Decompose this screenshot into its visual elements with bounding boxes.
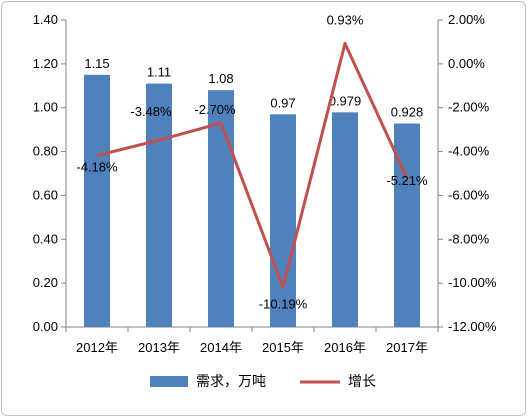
bar [84,74,110,327]
bar [270,114,296,328]
line-data-label: -3.48% [130,104,172,119]
right-tick-label: 2.00% [448,12,485,27]
x-tick-label: 2013年 [138,340,180,355]
bar [394,123,420,327]
right-tick-label: -12.00% [448,319,497,334]
bar [146,83,172,327]
growth-line [96,41,409,289]
x-tick-label: 2015年 [262,340,304,355]
left-tick-label: 0.80 [33,144,58,159]
legend-bar-swatch [150,376,188,387]
line-data-label: -5.21% [386,173,428,188]
bar-data-label: 1.15 [84,56,109,71]
right-tick-label: 0.00% [448,56,485,71]
left-tick-label: 0.60 [33,187,58,202]
x-tick-label: 2017年 [386,340,428,355]
left-tick-label: 1.40 [33,12,58,27]
line-data-label: -4.18% [76,160,118,175]
bar-data-label: 1.08 [208,71,233,86]
line-data-label: -2.70% [194,102,236,117]
x-tick-label: 2012年 [76,340,118,355]
bar-data-label: 0.97 [270,95,295,110]
left-tick-label: 0.00 [33,319,58,334]
right-tick-label: -10.00% [448,275,497,290]
left-tick-label: 0.20 [33,275,58,290]
right-tick-label: -8.00% [448,231,490,246]
bar-data-label: 0.928 [391,105,424,120]
right-tick-label: -4.00% [448,144,490,159]
left-tick-label: 0.40 [33,231,58,246]
bar-data-label: 0.979 [329,93,362,108]
x-tick-label: 2016年 [324,340,366,355]
left-tick-label: 1.20 [33,56,58,71]
bar [208,90,234,328]
line-data-label: -10.19% [259,296,308,311]
right-tick-label: -2.00% [448,100,490,115]
bar [332,112,358,328]
right-tick-label: -6.00% [448,187,490,202]
left-tick-label: 1.00 [33,100,58,115]
legend-bar-label: 需求，万吨 [196,374,266,390]
line-data-label: 0.93% [327,12,364,27]
legend-line-label: 增长 [348,374,376,390]
x-tick-label: 2014年 [200,340,242,355]
bar-data-label: 1.11 [147,65,171,80]
